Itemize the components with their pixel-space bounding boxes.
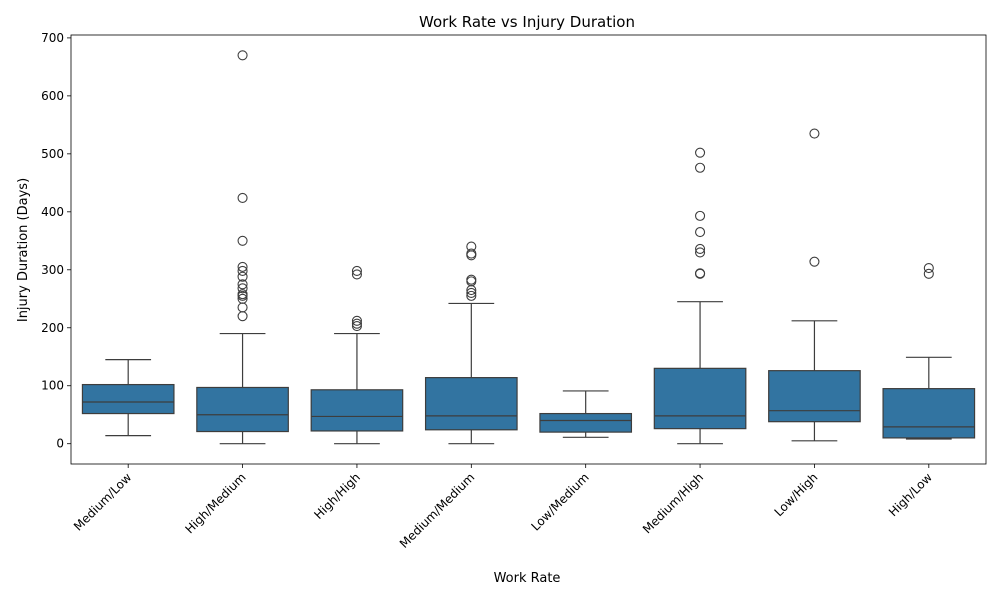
outlier-point — [466, 287, 477, 299]
outlier-point — [237, 279, 248, 290]
outlier-point — [237, 50, 248, 61]
x-tick-label: High/Medium — [182, 470, 248, 536]
y-tick-label: 0 — [56, 437, 64, 451]
box-iqr — [196, 386, 289, 433]
outlier-point — [237, 265, 248, 277]
outlier-point — [237, 290, 248, 301]
y-tick-label: 200 — [41, 321, 64, 335]
outlier-point — [466, 285, 477, 296]
y-axis-label: Injury Duration (Days) — [16, 178, 31, 322]
outlier-point — [237, 302, 248, 313]
outlier-point — [351, 318, 362, 329]
box-iqr — [882, 388, 976, 439]
box-iqr — [653, 367, 747, 430]
outlier-point — [809, 256, 820, 267]
outlier-point — [351, 269, 362, 280]
x-tick-label: High/High — [311, 470, 363, 522]
outlier-point — [695, 247, 706, 258]
outlier-point — [695, 162, 706, 173]
outlier-point — [351, 315, 362, 326]
outlier-point — [809, 128, 820, 139]
x-axis-label: Work Rate — [494, 571, 561, 586]
outlier-point — [237, 192, 248, 203]
outlier-point — [695, 243, 706, 254]
outlier-point — [237, 311, 248, 322]
outlier-point — [237, 235, 248, 246]
outlier-point — [466, 250, 477, 261]
x-tick-label: High/Low — [886, 470, 935, 519]
outlier-point — [237, 271, 248, 282]
box-iqr — [310, 389, 404, 432]
outlier-point — [695, 227, 706, 238]
outlier-point — [695, 268, 706, 279]
outlier-point — [351, 265, 362, 277]
y-tick-label: 600 — [41, 89, 64, 103]
x-tick-label: Medium/High — [640, 470, 706, 536]
y-tick-label: 300 — [41, 263, 64, 277]
box-iqr — [539, 412, 633, 433]
outlier-point — [466, 290, 477, 301]
box-iqr — [768, 370, 861, 423]
x-tick-label: Medium/Low — [71, 470, 135, 534]
outlier-point — [923, 268, 934, 279]
outlier-point — [237, 261, 248, 272]
y-tick-label: 100 — [41, 379, 64, 393]
x-tick-label: Low/High — [772, 470, 821, 519]
outlier-point — [695, 210, 706, 221]
box-iqr — [81, 383, 175, 415]
plot-frame — [70, 34, 987, 465]
y-tick-label: 500 — [41, 147, 64, 161]
y-tick-label: 400 — [41, 205, 64, 219]
outlier-point — [351, 320, 362, 332]
outlier-point — [237, 283, 248, 294]
y-tick-label: 700 — [41, 31, 64, 45]
x-tick-label: Medium/Medium — [397, 470, 478, 551]
plot-area: 0 100 200 300 400 500 600 700 Medium/Low High/Med… — [41, 31, 987, 551]
outlier-point — [923, 263, 934, 274]
outlier-point — [695, 147, 706, 158]
chart-title: Work Rate vs Injury Duration — [419, 13, 635, 31]
box-iqr — [424, 377, 518, 431]
x-tick-label: Low/Medium — [528, 470, 591, 533]
